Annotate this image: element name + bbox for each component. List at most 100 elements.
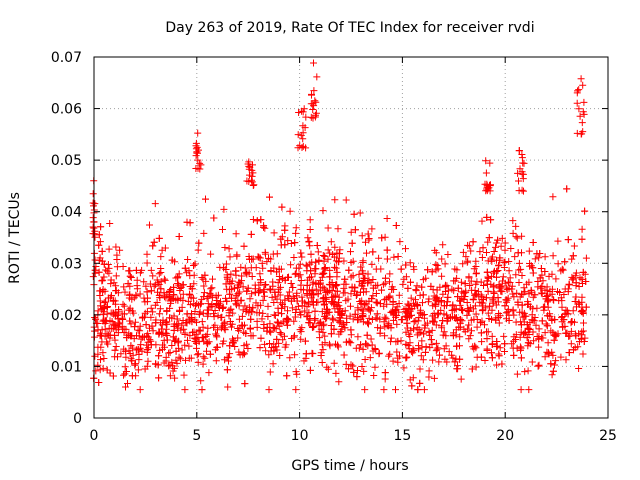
data-point <box>295 264 303 272</box>
data-point <box>240 242 248 250</box>
data-point <box>234 283 242 291</box>
data-point <box>569 252 577 260</box>
data-point <box>92 315 100 323</box>
data-point <box>501 258 509 266</box>
data-point <box>181 341 189 349</box>
data-point <box>130 294 138 302</box>
data-point <box>477 353 485 361</box>
data-point <box>518 272 526 279</box>
data-point <box>309 106 317 113</box>
data-point <box>307 100 315 108</box>
data-point <box>89 190 97 198</box>
data-point <box>436 351 443 359</box>
data-point <box>206 289 214 297</box>
data-point <box>323 287 331 295</box>
data-point <box>306 287 313 295</box>
data-point <box>269 360 277 368</box>
data-point <box>196 327 204 335</box>
data-point <box>96 332 104 340</box>
data-point <box>441 260 449 268</box>
data-point <box>205 369 213 377</box>
axis-ticks <box>93 56 609 419</box>
data-point <box>365 306 373 314</box>
data-point <box>161 276 169 284</box>
data-point <box>442 288 449 295</box>
data-point <box>115 306 123 314</box>
data-point <box>498 234 506 242</box>
data-point <box>330 359 338 367</box>
data-point <box>147 287 155 295</box>
data-point <box>241 264 249 272</box>
data-point <box>582 278 590 285</box>
data-point <box>194 129 202 137</box>
data-point <box>383 255 391 263</box>
data-point <box>389 298 397 305</box>
data-point <box>349 362 357 370</box>
data-point <box>494 236 502 244</box>
data-point <box>332 264 340 272</box>
data-point <box>347 248 354 256</box>
data-point <box>340 257 348 265</box>
data-point <box>536 250 544 257</box>
data-point <box>562 329 570 337</box>
data-point <box>240 342 248 350</box>
data-point <box>226 253 234 261</box>
data-point <box>92 263 100 270</box>
data-point <box>422 348 429 356</box>
data-point <box>459 307 467 314</box>
data-point <box>541 329 549 337</box>
data-point <box>582 254 590 262</box>
data-point <box>165 362 173 370</box>
data-point <box>544 297 552 305</box>
data-point <box>104 340 112 348</box>
data-point <box>440 328 448 336</box>
data-points <box>89 59 590 394</box>
data-point <box>452 305 460 313</box>
data-point <box>99 349 107 357</box>
data-point <box>468 327 475 335</box>
data-point <box>256 270 264 278</box>
data-point <box>181 386 189 394</box>
data-point <box>334 343 342 351</box>
data-point <box>551 361 558 369</box>
data-point <box>223 354 231 362</box>
data-point <box>463 299 471 306</box>
data-point <box>297 249 305 257</box>
data-point <box>486 302 494 310</box>
data-point <box>484 238 492 246</box>
data-point <box>562 356 570 364</box>
data-point <box>235 315 243 323</box>
data-point <box>245 269 253 277</box>
data-point <box>494 267 502 274</box>
data-point <box>483 187 491 195</box>
data-point <box>549 367 557 375</box>
data-point <box>464 257 472 265</box>
data-point <box>335 378 343 386</box>
data-point <box>495 352 503 360</box>
data-point <box>177 355 185 363</box>
data-point <box>229 339 237 347</box>
x-tick-label: 0 <box>90 428 99 444</box>
data-point <box>191 260 199 268</box>
data-point <box>198 318 206 326</box>
data-point <box>567 327 575 335</box>
data-point <box>221 326 229 334</box>
data-point <box>151 200 159 208</box>
data-point <box>329 316 337 324</box>
data-point <box>172 356 180 364</box>
data-point <box>102 266 110 274</box>
data-point <box>259 296 267 304</box>
data-point <box>99 364 107 372</box>
data-point <box>224 383 232 391</box>
data-point <box>416 379 424 387</box>
data-point <box>385 322 393 330</box>
data-point <box>156 294 164 302</box>
data-point <box>532 321 540 329</box>
data-point <box>120 371 127 379</box>
data-point <box>420 330 428 338</box>
data-point <box>499 277 506 285</box>
data-point <box>255 289 263 297</box>
data-point <box>412 296 419 304</box>
data-point <box>236 279 244 287</box>
data-point <box>112 272 120 280</box>
